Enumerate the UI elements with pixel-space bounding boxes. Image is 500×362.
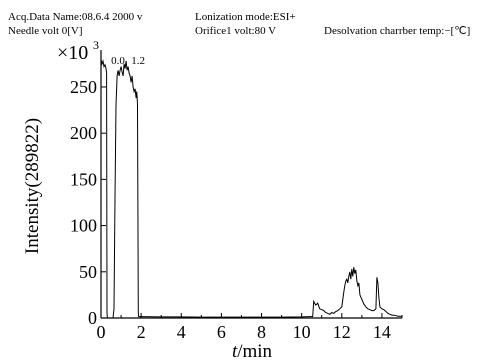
x-tick-label: 2 (137, 322, 146, 342)
y-axis-title: Intensity(289822) (22, 118, 43, 254)
acq-data-name: Acq.Data Name:08.6.4 2000 v (8, 11, 143, 23)
x-tick-label: 4 (177, 322, 186, 342)
x-tick-label: 14 (373, 322, 391, 342)
y-multiplier-exponent: 3 (93, 38, 99, 52)
x-tick-label: 0 (97, 322, 106, 342)
orifice-volt: Orifice1 volt:80 V (195, 25, 277, 37)
chromatogram-trace (100, 59, 402, 319)
needle-volt: Needle volt 0[V] (8, 25, 83, 37)
ionization-mode: Lonization mode:ESI+ (195, 11, 296, 23)
x-ticks: 0 2 4 6 8 10 12 14 (97, 313, 403, 342)
x-axis-title-unit: /min (237, 341, 272, 362)
x-axis-title: t/min (232, 341, 273, 362)
peak-annotations: 0.0 1.2 (111, 55, 145, 67)
y-ticks: 0 50 100 150 200 250 (70, 77, 106, 328)
peak-annotation: 1.2 (131, 55, 145, 67)
axes (100, 50, 402, 319)
x-tick-label: 6 (217, 322, 226, 342)
x-tick-label: 10 (293, 322, 311, 342)
y-tick-label: 250 (70, 77, 97, 97)
x-axis-title-italic: t (232, 341, 238, 362)
x-tick-label: 8 (257, 322, 266, 342)
desolvation-temp: Desolvation charrber temp:−[℃] (324, 25, 471, 37)
y-tick-label: 200 (70, 123, 97, 143)
y-tick-label: 50 (79, 262, 97, 282)
y-tick-label: 0 (88, 308, 97, 328)
y-tick-label: 150 (70, 169, 97, 189)
y-tick-label: 100 (70, 216, 97, 236)
x-tick-label: 12 (333, 322, 351, 342)
peak-annotation: 0.0 (111, 55, 125, 67)
y-multiplier: ×10 (57, 42, 88, 64)
